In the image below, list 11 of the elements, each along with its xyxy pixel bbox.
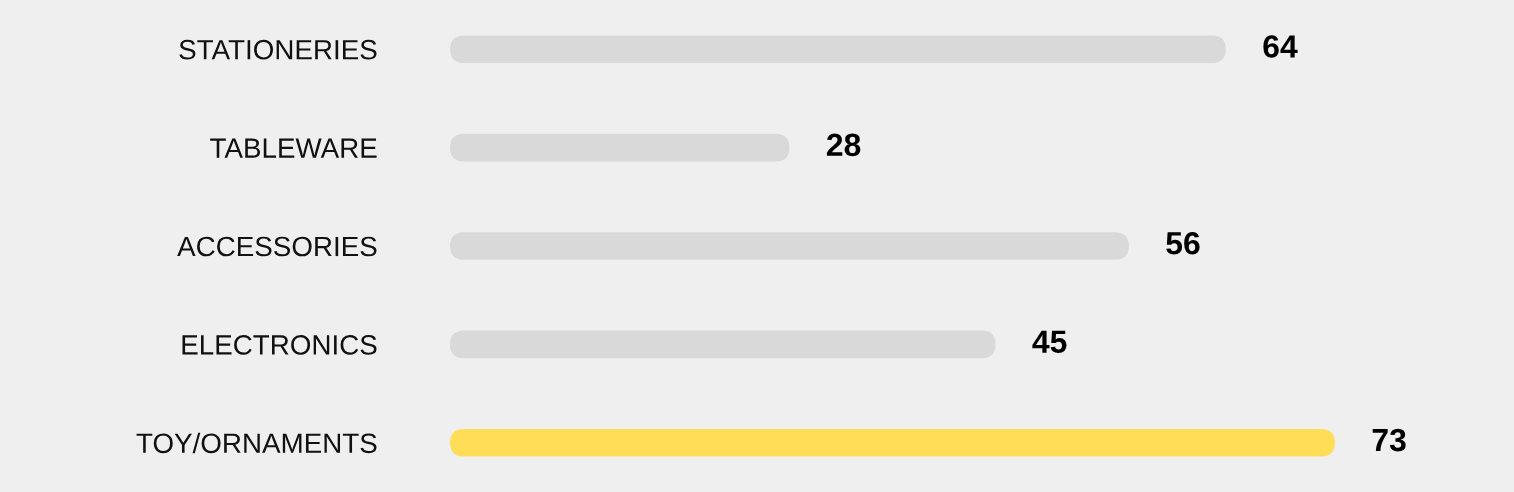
y-tick-label: TABLEWARE xyxy=(210,138,377,158)
data-label: 45 xyxy=(1032,330,1067,353)
data-label: 56 xyxy=(1166,231,1200,255)
data-label: 64 xyxy=(1263,35,1298,58)
y-tick-label: ACCESSORIES xyxy=(177,236,377,257)
y-tick-label: ELECTRONICS xyxy=(182,335,377,355)
y-tick-label: TOY/ORNAMENTS xyxy=(136,432,377,454)
data-label: 28 xyxy=(826,133,861,157)
data-label: 73 xyxy=(1372,428,1406,452)
bar xyxy=(450,429,1335,457)
y-tick-label: STATIONERIES xyxy=(179,39,377,60)
